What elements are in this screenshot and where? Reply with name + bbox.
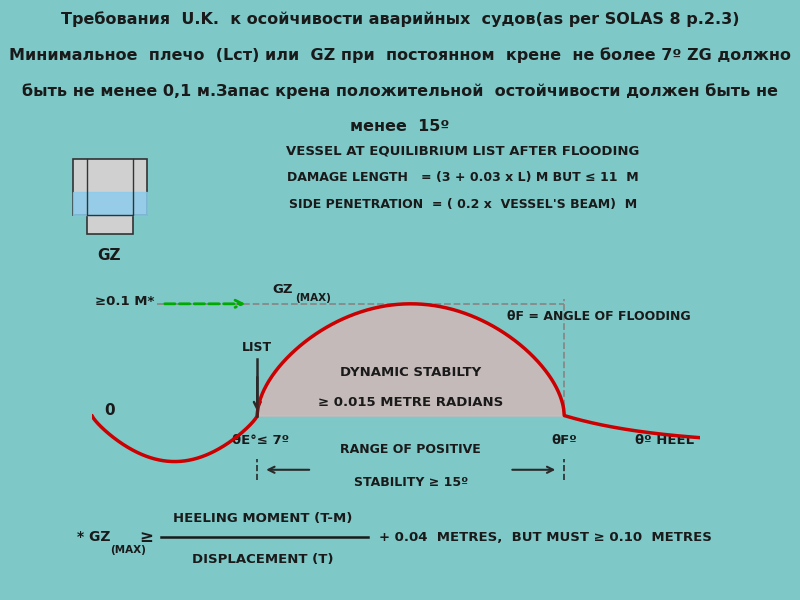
Text: (MAX): (MAX): [295, 293, 331, 302]
Text: быть не менее 0,1 м.Запас крена положительной  остойчивости должен быть не: быть не менее 0,1 м.Запас крена положите…: [22, 83, 778, 98]
Text: 0: 0: [104, 403, 115, 418]
Text: HEELING MOMENT (T-M): HEELING MOMENT (T-M): [173, 512, 353, 526]
Text: DAMAGE LENGTH   = (3 + 0.03 x L) M BUT ≤ 11  M: DAMAGE LENGTH = (3 + 0.03 x L) M BUT ≤ 1…: [287, 171, 638, 184]
Text: Минимальное  плечо  (Lст) или  GZ при  постоянном  крене  не более 7º ZG должно: Минимальное плечо (Lст) или GZ при посто…: [9, 47, 791, 62]
Text: θE°≤ 7º: θE°≤ 7º: [232, 434, 289, 446]
Text: GZ: GZ: [273, 283, 293, 296]
Polygon shape: [74, 159, 147, 233]
Text: θº HEEL: θº HEEL: [634, 434, 694, 446]
Text: GZ: GZ: [97, 248, 121, 263]
Text: VESSEL AT EQUILIBRIUM LIST AFTER FLOODING: VESSEL AT EQUILIBRIUM LIST AFTER FLOODIN…: [286, 145, 640, 158]
Text: RANGE OF POSITIVE: RANGE OF POSITIVE: [340, 443, 481, 455]
Text: менее  15º: менее 15º: [350, 119, 450, 134]
Text: ≥0.1 M*: ≥0.1 M*: [95, 295, 154, 308]
Text: Требования  U.K.  к осойчивости аварийных  судов(as per SOLAS 8 p.2.3): Требования U.K. к осойчивости аварийных …: [61, 11, 739, 27]
Text: (MAX): (MAX): [110, 545, 146, 554]
Text: SIDE PENETRATION  = ( 0.2 x  VESSEL'S BEAM)  M: SIDE PENETRATION = ( 0.2 x VESSEL'S BEAM…: [289, 198, 637, 211]
Text: ≥ 0.015 METRE RADIANS: ≥ 0.015 METRE RADIANS: [318, 397, 503, 409]
Text: + 0.04  METRES,  BUT MUST ≥ 0.10  METRES: + 0.04 METRES, BUT MUST ≥ 0.10 METRES: [379, 531, 712, 544]
Text: DYNAMIC STABILTY: DYNAMIC STABILTY: [340, 365, 482, 379]
Text: STABILITY ≥ 15º: STABILITY ≥ 15º: [354, 476, 468, 489]
Polygon shape: [74, 192, 147, 215]
Text: θFº: θFº: [551, 434, 577, 446]
Text: ≥: ≥: [139, 529, 153, 547]
Text: θF = ANGLE OF FLOODING: θF = ANGLE OF FLOODING: [507, 310, 691, 323]
Text: LIST: LIST: [242, 341, 272, 353]
Text: DISPLACEMENT (T): DISPLACEMENT (T): [192, 553, 334, 566]
Text: * GZ: * GZ: [77, 530, 110, 544]
